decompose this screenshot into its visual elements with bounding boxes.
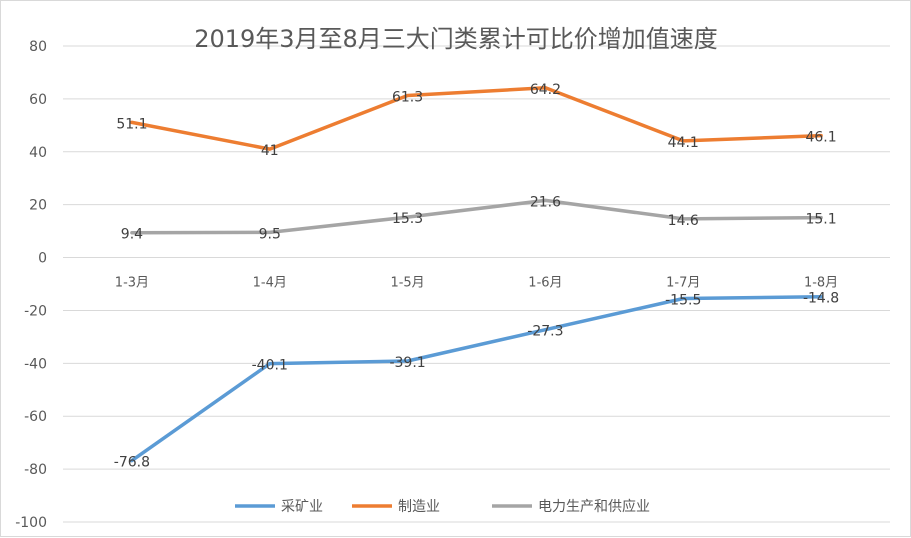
data-label: 61.3 [392,89,423,105]
category-label: 1-4月 [253,276,287,291]
data-label: -76.8 [114,455,150,471]
y-tick-label: 20 [29,198,47,214]
chart-title: 2019年3月至8月三大门类累计可比价增加值速度 [194,25,718,53]
legend-label: 采矿业 [281,499,323,515]
y-tick-label: -40 [24,356,47,372]
gridlines [63,45,890,523]
y-tick-label: -20 [24,303,47,319]
data-label: 64.2 [530,82,561,98]
y-tick-label: 0 [38,251,47,267]
series-line [130,294,823,463]
data-label: 41 [261,143,279,159]
legend-label: 制造业 [398,499,440,515]
series-lines [130,86,823,463]
category-label: 1-3月 [115,276,149,291]
y-axis-ticks: -100 -80 -60 -40 -20 0 20 40 60 80 [15,39,47,531]
data-label: -39.1 [389,355,425,371]
data-label: 14.6 [668,213,699,229]
series-line [130,86,823,151]
data-label: 51.1 [116,116,147,132]
category-labels: 1-3月 1-4月 1-5月 1-6月 1-7月 1-8月 [115,276,838,291]
series-line [130,198,823,235]
data-label: -15.5 [665,293,701,309]
data-label: -14.8 [803,291,839,307]
y-tick-label: -100 [15,515,47,531]
legend: 采矿业 制造业 电力生产和供应业 [235,498,650,515]
data-label: 9.4 [121,227,143,243]
category-label: 1-5月 [390,276,424,291]
data-label: 15.3 [392,211,423,227]
legend-label: 电力生产和供应业 [538,498,650,515]
category-label: 1-8月 [804,276,838,291]
category-label: 1-7月 [666,276,700,291]
y-tick-label: 60 [29,92,47,108]
category-label: 1-6月 [528,276,562,291]
data-labels: -76.8 -40.1 -39.1 -27.3 -15.5 -14.8 51.1 41 61.3… [114,82,839,471]
data-label: 21.6 [530,194,561,210]
y-tick-label: 80 [29,39,47,55]
data-label: 46.1 [805,130,836,146]
data-label: 9.5 [259,226,281,242]
data-label: -27.3 [527,324,563,340]
data-label: 15.1 [805,212,836,228]
y-tick-label: -80 [24,462,47,478]
y-tick-label: 40 [29,145,47,161]
data-label: -40.1 [252,358,288,374]
data-label: 44.1 [668,135,699,151]
y-tick-label: -60 [24,409,47,425]
